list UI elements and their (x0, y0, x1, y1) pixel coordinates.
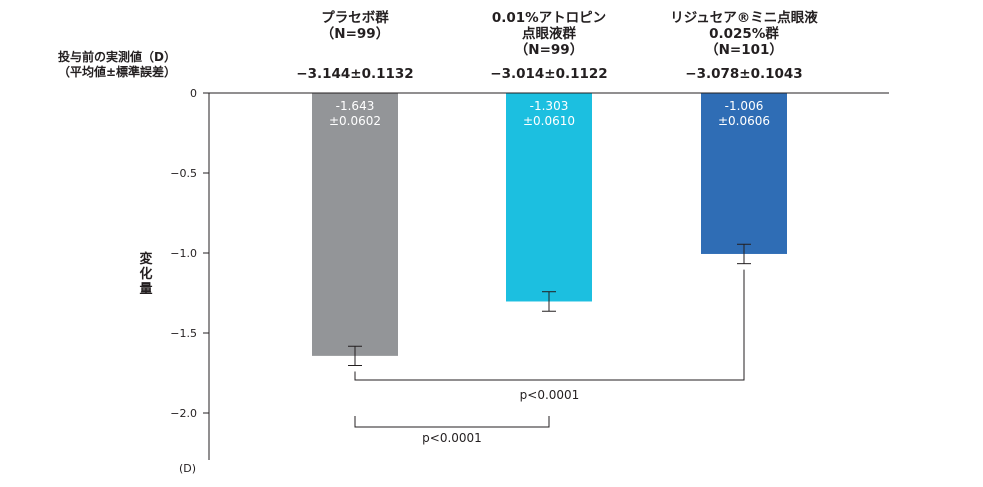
y-axis-unit: (D) (179, 462, 197, 475)
bar (312, 93, 398, 356)
bar-value-label: -1.643 ±0.0602 (329, 99, 381, 128)
baseline-value-atropine-001: −3.014±0.1122 (490, 66, 608, 82)
group-title-atropine-001: 0.01%アトロピン 点眼液群 （N=99） (491, 10, 607, 58)
significance-bracket (354, 269, 745, 381)
y-tick-label: 0 (190, 87, 197, 100)
p-value-label: p<0.0001 (520, 388, 580, 402)
bar-value-label: -1.006 ±0.0606 (718, 99, 770, 128)
baseline-value-placebo: −3.144±0.1132 (296, 66, 414, 82)
y-tick-label: −0.5 (170, 167, 197, 180)
baseline-value-ryjusea-0025: −3.078±0.1043 (685, 66, 803, 82)
error-bar (542, 291, 556, 312)
baseline-label: 投与前の実測値（D） （平均値±標準誤差） (58, 50, 177, 79)
y-axis-label: 変化量 (139, 252, 153, 297)
significance-bracket (354, 416, 550, 428)
p-value-label: p<0.0001 (422, 431, 482, 445)
group-title-ryjusea-0025: リジュセア®ミニ点眼液 0.025%群 （N=101） (670, 10, 818, 58)
bar-value-label: -1.303 ±0.0610 (523, 99, 575, 128)
y-tick-label: −1.0 (170, 247, 197, 260)
bar (701, 93, 787, 254)
error-bar (348, 345, 362, 367)
y-tick-label: −1.5 (170, 327, 197, 340)
error-bar (737, 243, 751, 265)
bar (506, 93, 592, 302)
group-title-placebo: プラセボ群 （N=99） (320, 10, 390, 42)
y-tick-label: −2.0 (170, 407, 197, 420)
